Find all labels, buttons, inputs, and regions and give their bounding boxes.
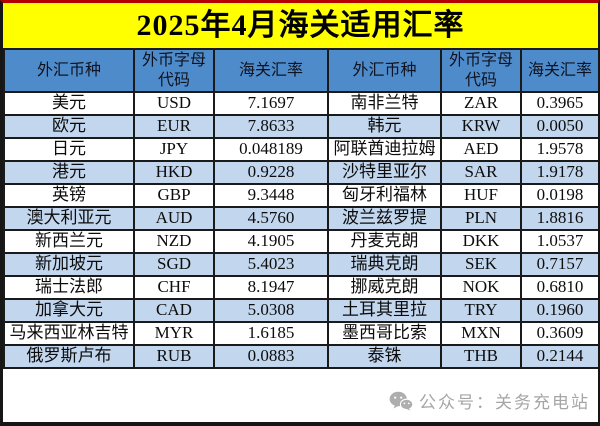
customs-rate-cell: 0.9228 [213, 160, 329, 185]
page-title: 2025年4月海关适用汇率 [3, 3, 598, 48]
customs-rate-cell: 5.0308 [213, 298, 329, 323]
header-rate-left: 海关汇率 [213, 48, 329, 93]
customs-rate-cell: 0.0883 [213, 344, 329, 369]
currency-code-cell: HKD [133, 160, 215, 185]
customs-rate-cell: 0.6810 [520, 275, 598, 300]
customs-rate-cell: 0.3609 [520, 321, 598, 346]
currency-code-cell: MYR [133, 321, 215, 346]
customs-rate-cell: 9.3448 [213, 183, 329, 208]
currency-name-cell: 新加坡元 [3, 252, 135, 277]
currency-code-cell: USD [133, 91, 215, 116]
currency-code-cell: CHF [133, 275, 215, 300]
currency-code-cell: JPY [133, 137, 215, 162]
header-code-right: 外币字母代码 [440, 48, 522, 93]
wechat-icon [389, 391, 413, 410]
header-currency-left: 外汇币种 [3, 48, 135, 93]
customs-rate-cell: 5.4023 [213, 252, 329, 277]
currency-code-cell: CAD [133, 298, 215, 323]
table-row: 新西兰元 NZD 4.1905 丹麦克朗 DKK 1.0537 [3, 229, 598, 254]
currency-name-cell: 加拿大元 [3, 298, 135, 323]
currency-code-cell: NZD [133, 229, 215, 254]
customs-rate-cell: 1.6185 [213, 321, 329, 346]
table-row: 瑞士法郎 CHF 8.1947 挪威克朗 NOK 0.6810 [3, 275, 598, 300]
currency-name-cell: 丹麦克朗 [327, 229, 442, 254]
currency-name-cell: 日元 [3, 137, 135, 162]
table-header-row: 外汇币种 外币字母代码 海关汇率 外汇币种 外币字母代码 海关汇率 [3, 48, 598, 93]
currency-code-cell: HUF [440, 183, 522, 208]
table-row: 马来西亚林吉特 MYR 1.6185 墨西哥比索 MXN 0.3609 [3, 321, 598, 346]
customs-rate-cell: 8.1947 [213, 275, 329, 300]
currency-name-cell: 瑞典克朗 [327, 252, 442, 277]
customs-rate-cell: 1.8816 [520, 206, 598, 231]
rate-table-body: 美元 USD 7.1697 南非兰特 ZAR 0.3965 欧元 EUR 7.8633 韩元 KRW… [3, 91, 598, 369]
currency-name-cell: 英镑 [3, 183, 135, 208]
currency-name-cell: 沙特里亚尔 [327, 160, 442, 185]
currency-code-cell: THB [440, 344, 522, 369]
table-row: 日元 JPY 0.048189 阿联酋迪拉姆 AED 1.9578 [3, 137, 598, 162]
customs-rate-cell: 0.0050 [520, 114, 598, 139]
header-code-left: 外币字母代码 [133, 48, 215, 93]
currency-code-cell: SEK [440, 252, 522, 277]
customs-rate-cell: 0.0198 [520, 183, 598, 208]
currency-code-cell: PLN [440, 206, 522, 231]
currency-code-cell: GBP [133, 183, 215, 208]
customs-rate-cell: 7.8633 [213, 114, 329, 139]
currency-code-cell: DKK [440, 229, 522, 254]
watermark-text: 公众号：关务充电站 [419, 393, 590, 412]
currency-name-cell: 美元 [3, 91, 135, 116]
currency-name-cell: 欧元 [3, 114, 135, 139]
currency-name-cell: 港元 [3, 160, 135, 185]
currency-code-cell: KRW [440, 114, 522, 139]
currency-name-cell: 挪威克朗 [327, 275, 442, 300]
currency-name-cell: 土耳其里拉 [327, 298, 442, 323]
table-row: 澳大利亚元 AUD 4.5760 波兰兹罗提 PLN 1.8816 [3, 206, 598, 231]
currency-name-cell: 阿联酋迪拉姆 [327, 137, 442, 162]
currency-name-cell: 新西兰元 [3, 229, 135, 254]
currency-code-cell: AED [440, 137, 522, 162]
table-row: 加拿大元 CAD 5.0308 土耳其里拉 TRY 0.1960 [3, 298, 598, 323]
table-row: 港元 HKD 0.9228 沙特里亚尔 SAR 1.9178 [3, 160, 598, 185]
table-row: 美元 USD 7.1697 南非兰特 ZAR 0.3965 [3, 91, 598, 116]
currency-name-cell: 墨西哥比索 [327, 321, 442, 346]
table-row: 俄罗斯卢布 RUB 0.0883 泰铢 THB 0.2144 [3, 344, 598, 369]
customs-rate-cell: 0.1960 [520, 298, 598, 323]
watermark: 公众号：关务充电站 [389, 388, 590, 413]
customs-rate-cell: 0.2144 [520, 344, 598, 369]
header-rate-right: 海关汇率 [520, 48, 598, 93]
table-row: 新加坡元 SGD 5.4023 瑞典克朗 SEK 0.7157 [3, 252, 598, 277]
currency-name-cell: 匈牙利福林 [327, 183, 442, 208]
customs-rate-cell: 0.3965 [520, 91, 598, 116]
currency-name-cell: 波兰兹罗提 [327, 206, 442, 231]
currency-name-cell: 俄罗斯卢布 [3, 344, 135, 369]
currency-name-cell: 澳大利亚元 [3, 206, 135, 231]
currency-code-cell: ZAR [440, 91, 522, 116]
customs-rate-cell: 1.9578 [520, 137, 598, 162]
customs-rate-cell: 0.7157 [520, 252, 598, 277]
currency-name-cell: 韩元 [327, 114, 442, 139]
currency-code-cell: MXN [440, 321, 522, 346]
currency-code-cell: SGD [133, 252, 215, 277]
currency-code-cell: TRY [440, 298, 522, 323]
table-row: 欧元 EUR 7.8633 韩元 KRW 0.0050 [3, 114, 598, 139]
header-currency-right: 外汇币种 [327, 48, 442, 93]
customs-rate-cell: 1.0537 [520, 229, 598, 254]
currency-name-cell: 瑞士法郎 [3, 275, 135, 300]
customs-rate-cell: 0.048189 [213, 137, 329, 162]
currency-code-cell: NOK [440, 275, 522, 300]
customs-rate-cell: 7.1697 [213, 91, 329, 116]
exchange-rate-table: 外汇币种 外币字母代码 海关汇率 外汇币种 外币字母代码 海关汇率 美元 USD 7… [3, 48, 598, 369]
customs-rate-cell: 4.1905 [213, 229, 329, 254]
table-row: 英镑 GBP 9.3448 匈牙利福林 HUF 0.0198 [3, 183, 598, 208]
customs-rate-cell: 4.5760 [213, 206, 329, 231]
currency-code-cell: AUD [133, 206, 215, 231]
currency-code-cell: RUB [133, 344, 215, 369]
currency-code-cell: EUR [133, 114, 215, 139]
currency-name-cell: 马来西亚林吉特 [3, 321, 135, 346]
currency-code-cell: SAR [440, 160, 522, 185]
currency-name-cell: 泰铢 [327, 344, 442, 369]
currency-name-cell: 南非兰特 [327, 91, 442, 116]
customs-rate-cell: 1.9178 [520, 160, 598, 185]
